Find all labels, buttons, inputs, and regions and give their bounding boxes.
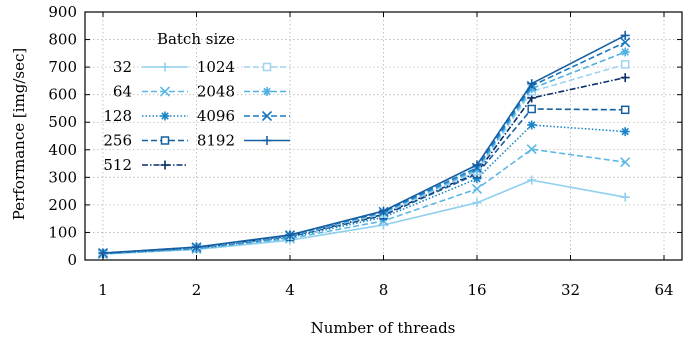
x-tick-label: 32 — [561, 281, 580, 299]
data-point — [472, 160, 482, 170]
legend-item-256: 256 — [103, 132, 188, 150]
legend-label: 64 — [113, 83, 132, 101]
legend-item-32: 32 — [113, 58, 188, 76]
series-64 — [97, 144, 631, 260]
data-point — [620, 30, 630, 40]
legend-item-128: 128 — [103, 107, 188, 125]
legend-marker — [159, 86, 171, 97]
data-point — [620, 127, 630, 137]
y-tick-label: 100 — [48, 223, 77, 241]
series-line — [102, 124, 626, 255]
y-tick-label: 200 — [48, 196, 77, 214]
data-point — [620, 47, 630, 57]
y-tick-label: 300 — [48, 168, 77, 186]
data-point — [471, 183, 483, 194]
series-line — [102, 108, 626, 255]
legend-label: 32 — [113, 58, 132, 76]
legend-label: 4096 — [197, 107, 235, 125]
legend-item-8192: 8192 — [197, 132, 290, 150]
data-point — [620, 105, 630, 115]
series-line — [102, 51, 626, 254]
y-tick-label: 600 — [48, 86, 77, 104]
x-tick-label: 8 — [379, 281, 389, 299]
y-tick-label: 700 — [48, 58, 77, 76]
legend-label: 512 — [103, 156, 132, 174]
data-point — [379, 220, 388, 230]
legend-item-4096: 4096 — [197, 107, 290, 125]
data-point — [527, 175, 537, 185]
legend-marker — [262, 136, 272, 145]
data-point — [620, 37, 631, 48]
y-tick-label: 0 — [67, 251, 77, 269]
data-point — [526, 144, 537, 155]
x-tick-label: 4 — [285, 281, 295, 299]
legend-item-512: 512 — [103, 156, 188, 174]
legend-marker — [262, 87, 272, 96]
legend-item-64: 64 — [113, 83, 188, 101]
legend-marker — [261, 110, 273, 122]
legend: Batch size 32 64 128 256 512 1024 2048 4096 8192 — [103, 30, 290, 174]
x-tick-label: 64 — [654, 281, 673, 299]
y-tick-label: 800 — [48, 31, 77, 49]
data-point — [620, 60, 630, 69]
legend-item-2048: 2048 — [197, 83, 290, 101]
data-point — [472, 165, 482, 175]
data-point — [379, 206, 388, 216]
data-point — [192, 242, 201, 252]
legend-item-1024: 1024 — [197, 58, 290, 76]
data-point — [527, 79, 537, 89]
data-point — [527, 84, 537, 94]
legend-label: 256 — [103, 132, 132, 150]
legend-marker — [160, 111, 170, 121]
x-axis: 1 2 4 8 16 32 64 — [98, 12, 674, 299]
legend-title: Batch size — [157, 30, 235, 48]
series-2048 — [98, 47, 630, 258]
x-tick-label: 2 — [192, 281, 202, 299]
legend-marker — [160, 62, 170, 72]
y-axis: 0 100 200 300 400 500 600 700 800 900 — [48, 3, 682, 269]
data-point — [620, 157, 631, 168]
y-tick-label: 900 — [48, 3, 77, 21]
grid — [85, 12, 682, 260]
x-tick-label: 1 — [98, 281, 108, 299]
legend-label: 1024 — [197, 58, 235, 76]
y-axis-title: Performance [img/sec] — [10, 48, 28, 220]
series-lines — [97, 30, 631, 260]
legend-marker — [160, 160, 170, 170]
legend-label: 8192 — [197, 132, 235, 150]
x-tick-label: 16 — [467, 281, 486, 299]
series-256 — [98, 104, 630, 258]
data-point — [285, 230, 295, 240]
legend-label: 2048 — [197, 83, 235, 101]
series-8192 — [98, 30, 630, 258]
y-tick-label: 400 — [48, 141, 77, 159]
x-axis-title: Number of threads — [311, 319, 456, 337]
legend-marker — [262, 62, 272, 72]
data-point — [620, 73, 630, 83]
data-point — [472, 174, 482, 184]
data-point — [472, 198, 482, 208]
data-point — [527, 120, 537, 130]
legend-marker — [160, 136, 170, 145]
data-point — [527, 104, 536, 114]
legend-label: 128 — [103, 107, 132, 125]
data-point — [620, 192, 630, 202]
y-tick-label: 500 — [48, 113, 77, 131]
